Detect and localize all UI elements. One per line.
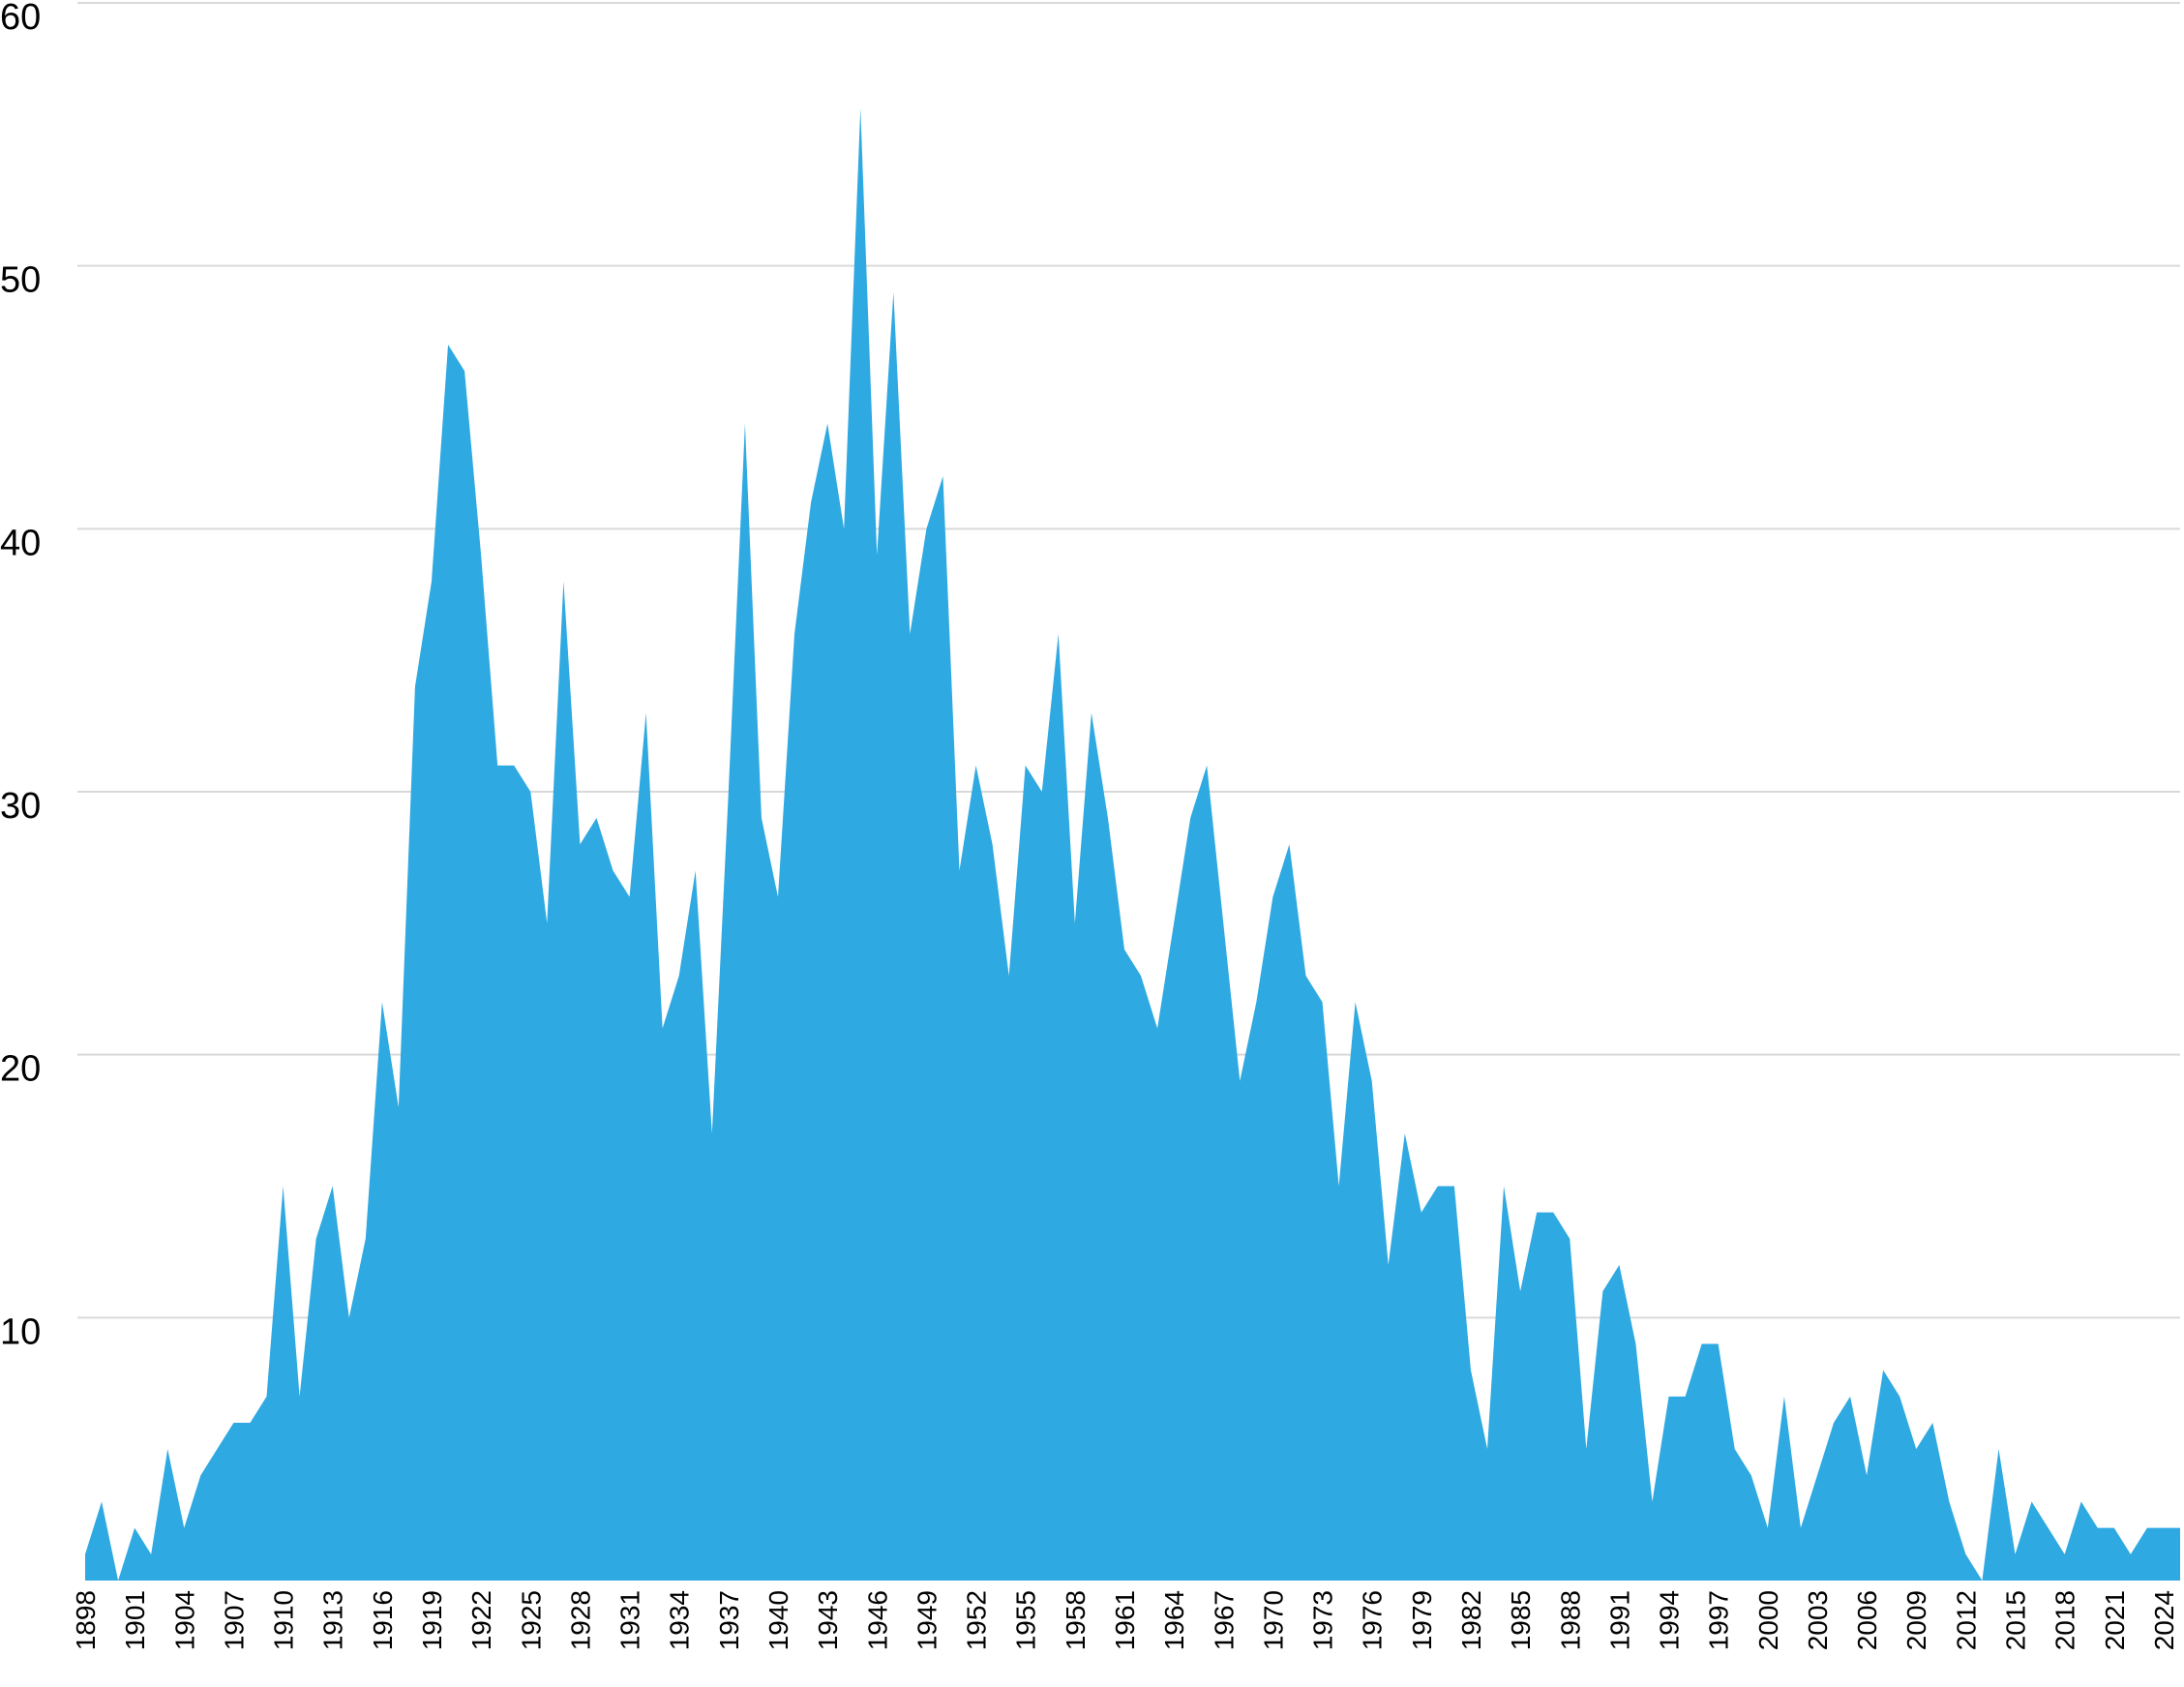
area-series xyxy=(85,107,2180,1581)
x-tick-label: 2024 xyxy=(2149,1590,2179,1650)
x-tick-label: 1898 xyxy=(71,1590,101,1650)
x-tick-label: 1961 xyxy=(1110,1590,1140,1650)
area-fill xyxy=(85,107,2180,1581)
x-tick-label: 2018 xyxy=(2050,1590,2080,1650)
x-tick-label: 1973 xyxy=(1308,1590,1338,1650)
x-tick-label: 1928 xyxy=(565,1590,595,1650)
x-tick-label: 2006 xyxy=(1852,1590,1882,1650)
x-tick-label: 1949 xyxy=(912,1590,942,1650)
x-tick-label: 2012 xyxy=(1951,1590,1981,1650)
x-tick-label: 1952 xyxy=(962,1590,992,1650)
y-tick-label: 60 xyxy=(0,0,41,38)
x-tick-label: 1946 xyxy=(862,1590,892,1650)
x-tick-label: 1967 xyxy=(1209,1590,1239,1650)
x-tick-label: 1991 xyxy=(1604,1590,1634,1650)
x-tick-label: 1910 xyxy=(269,1590,299,1650)
y-tick-label: 30 xyxy=(0,786,41,827)
y-tick-label: 50 xyxy=(0,260,41,301)
x-tick-label: 1931 xyxy=(615,1590,645,1650)
x-tick-label: 1994 xyxy=(1655,1590,1685,1650)
x-tick-label: 2009 xyxy=(1901,1590,1931,1650)
x-axis-tick-labels: 1898 1901 1904 1907 1910 1913 1916 1919 1922 1925… xyxy=(71,1590,2179,1650)
y-tick-label: 40 xyxy=(0,523,41,563)
x-tick-label: 1964 xyxy=(1159,1590,1189,1650)
y-tick-label: 20 xyxy=(0,1049,41,1090)
x-tick-label: 1976 xyxy=(1358,1590,1388,1650)
x-tick-label: 1958 xyxy=(1061,1590,1091,1650)
x-tick-label: 1916 xyxy=(368,1590,398,1650)
x-tick-label: 1988 xyxy=(1555,1590,1585,1650)
x-tick-label: 2000 xyxy=(1753,1590,1783,1650)
x-tick-label: 1901 xyxy=(120,1590,150,1650)
x-tick-label: 1904 xyxy=(169,1590,199,1650)
x-tick-label: 1922 xyxy=(466,1590,496,1650)
x-tick-label: 1937 xyxy=(714,1590,744,1650)
x-tick-label: 1907 xyxy=(219,1590,249,1650)
x-tick-label: 1997 xyxy=(1704,1590,1734,1650)
x-tick-label: 1919 xyxy=(417,1590,447,1650)
x-tick-label: 2021 xyxy=(2100,1590,2130,1650)
x-tick-label: 1913 xyxy=(318,1590,348,1650)
x-tick-label: 1934 xyxy=(665,1590,695,1650)
x-tick-label: 1943 xyxy=(813,1590,843,1650)
x-tick-label: 1940 xyxy=(763,1590,793,1650)
x-tick-label: 1925 xyxy=(516,1590,546,1650)
x-tick-label: 2015 xyxy=(2001,1590,2031,1650)
x-tick-label: 1979 xyxy=(1407,1590,1437,1650)
x-tick-label: 2003 xyxy=(1803,1590,1833,1650)
y-tick-label: 10 xyxy=(0,1311,41,1352)
x-tick-label: 1985 xyxy=(1506,1590,1536,1650)
x-tick-label: 1982 xyxy=(1456,1590,1486,1650)
x-tick-label: 1955 xyxy=(1011,1590,1041,1650)
y-axis-tick-labels: 10 20 30 40 50 60 xyxy=(0,0,41,1352)
x-tick-label: 1970 xyxy=(1258,1590,1288,1650)
